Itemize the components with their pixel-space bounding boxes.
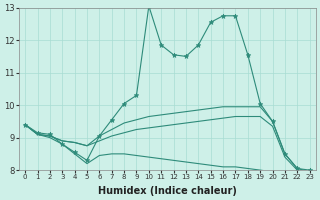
X-axis label: Humidex (Indice chaleur): Humidex (Indice chaleur) xyxy=(98,186,237,196)
